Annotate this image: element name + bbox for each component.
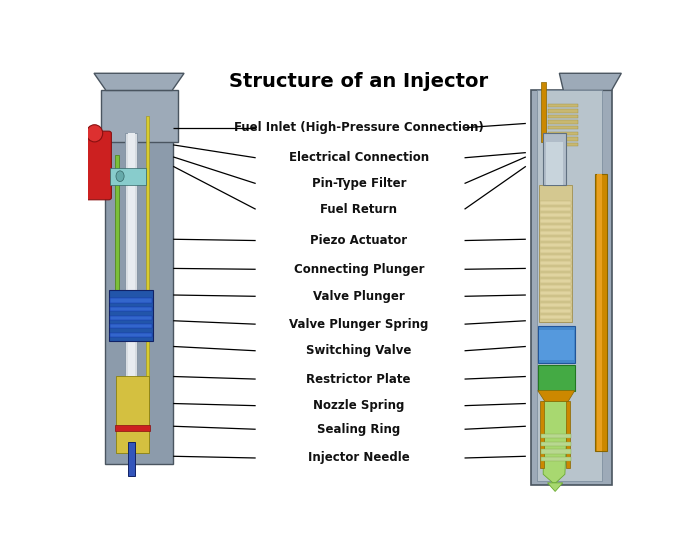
- Bar: [111, 299, 151, 302]
- Bar: [111, 333, 151, 337]
- Polygon shape: [547, 483, 563, 491]
- Polygon shape: [559, 74, 622, 90]
- Bar: [539, 330, 573, 360]
- Bar: [547, 115, 578, 118]
- Bar: [540, 201, 571, 204]
- Bar: [547, 143, 578, 146]
- Bar: [547, 120, 578, 124]
- Polygon shape: [538, 390, 575, 402]
- Bar: [540, 273, 571, 277]
- Bar: [540, 402, 545, 468]
- Bar: [547, 131, 578, 135]
- Bar: [540, 255, 571, 258]
- Bar: [531, 90, 612, 485]
- Bar: [540, 297, 571, 301]
- Bar: [115, 426, 150, 431]
- Bar: [540, 261, 571, 265]
- Bar: [541, 457, 571, 461]
- Bar: [538, 326, 575, 363]
- Bar: [101, 90, 178, 142]
- Bar: [111, 316, 151, 320]
- Bar: [540, 243, 571, 247]
- Text: Valve Plunger Spring: Valve Plunger Spring: [289, 317, 428, 331]
- Bar: [540, 279, 571, 282]
- Text: Switching Valve: Switching Valve: [306, 344, 412, 357]
- Bar: [540, 219, 571, 223]
- Polygon shape: [543, 402, 568, 483]
- Text: Restrictor Plate: Restrictor Plate: [307, 373, 411, 385]
- Bar: [115, 155, 119, 335]
- FancyBboxPatch shape: [78, 131, 111, 200]
- Bar: [146, 116, 149, 442]
- Text: Valve Plunger: Valve Plunger: [313, 290, 405, 303]
- Bar: [111, 168, 146, 185]
- Bar: [111, 307, 151, 311]
- Bar: [125, 133, 137, 387]
- Bar: [541, 442, 571, 446]
- Bar: [541, 449, 571, 454]
- Bar: [540, 213, 571, 217]
- Text: Electrical Connection: Electrical Connection: [288, 152, 429, 164]
- Bar: [566, 402, 570, 468]
- Text: Sealing Ring: Sealing Ring: [317, 423, 400, 436]
- Ellipse shape: [116, 171, 124, 182]
- Bar: [540, 315, 571, 319]
- Bar: [537, 90, 602, 481]
- Bar: [111, 324, 151, 329]
- Bar: [116, 375, 149, 453]
- Bar: [540, 207, 571, 211]
- Bar: [547, 109, 578, 113]
- Bar: [538, 365, 575, 390]
- Bar: [540, 291, 571, 295]
- Bar: [546, 142, 564, 185]
- Bar: [109, 290, 153, 341]
- Bar: [540, 185, 572, 322]
- Bar: [128, 133, 134, 387]
- Bar: [543, 133, 566, 185]
- Bar: [541, 82, 547, 142]
- Bar: [547, 104, 578, 107]
- Bar: [540, 267, 571, 271]
- Polygon shape: [94, 74, 184, 90]
- Text: Fuel Inlet (High-Pressure Connection): Fuel Inlet (High-Pressure Connection): [234, 121, 484, 134]
- Text: Nozzle Spring: Nozzle Spring: [313, 399, 405, 412]
- Bar: [540, 237, 571, 241]
- Bar: [547, 126, 578, 129]
- Text: Fuel Return: Fuel Return: [321, 203, 398, 216]
- Bar: [127, 442, 135, 476]
- Bar: [540, 231, 571, 234]
- Text: Structure of an Injector: Structure of an Injector: [229, 72, 489, 91]
- Bar: [105, 103, 173, 463]
- Bar: [540, 285, 571, 289]
- Bar: [540, 249, 571, 252]
- Text: Connecting Plunger: Connecting Plunger: [293, 263, 424, 276]
- Text: Injector Needle: Injector Needle: [308, 452, 410, 465]
- Bar: [540, 225, 571, 228]
- Ellipse shape: [86, 125, 103, 142]
- Bar: [540, 309, 571, 312]
- Text: Pin-Type Filter: Pin-Type Filter: [312, 177, 406, 190]
- Text: Piezo Actuator: Piezo Actuator: [310, 234, 407, 247]
- Bar: [540, 303, 571, 306]
- Bar: [598, 174, 602, 451]
- Bar: [541, 434, 571, 438]
- Bar: [595, 174, 607, 451]
- Bar: [547, 137, 578, 140]
